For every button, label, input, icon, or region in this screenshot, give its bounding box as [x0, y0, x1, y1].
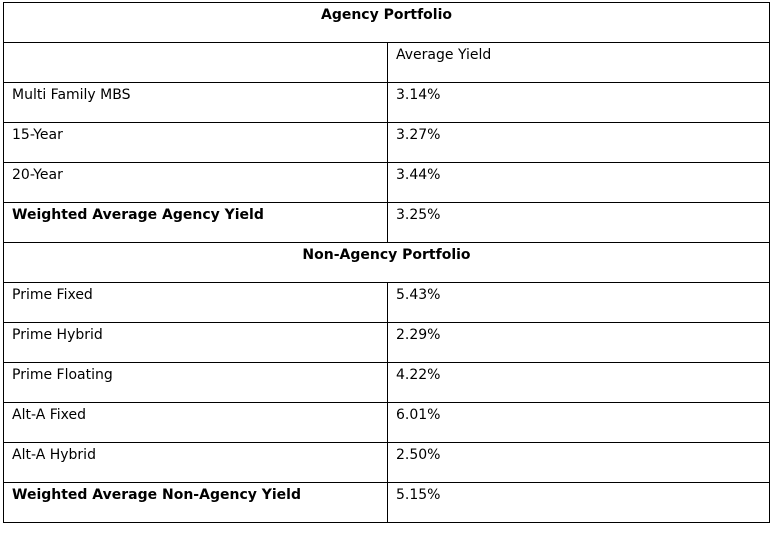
agency-weighted-label: Weighted Average Agency Yield: [3, 202, 388, 243]
table-row: 15-Year 3.27%: [3, 122, 770, 163]
row-label: 15-Year: [3, 122, 388, 163]
agency-title-row: Agency Portfolio: [3, 2, 770, 43]
non-agency-weighted-row: Weighted Average Non-Agency Yield 5.15%: [3, 482, 770, 523]
row-label: Prime Hybrid: [3, 322, 388, 363]
table-row: Prime Floating 4.22%: [3, 362, 770, 403]
row-label: Multi Family MBS: [3, 82, 388, 123]
table-row: Multi Family MBS 3.14%: [3, 82, 770, 123]
agency-weighted-value: 3.25%: [387, 202, 770, 243]
row-value: 6.01%: [387, 402, 770, 443]
non-agency-portfolio-title: Non-Agency Portfolio: [3, 242, 770, 283]
row-label: Alt-A Hybrid: [3, 442, 388, 483]
agency-weighted-row: Weighted Average Agency Yield 3.25%: [3, 202, 770, 243]
table-row: Alt-A Hybrid 2.50%: [3, 442, 770, 483]
header-empty-cell: [3, 42, 388, 83]
non-agency-weighted-label: Weighted Average Non-Agency Yield: [3, 482, 388, 523]
row-value: 4.22%: [387, 362, 770, 403]
average-yield-header: Average Yield: [387, 42, 770, 83]
agency-header-row: Average Yield: [3, 42, 770, 83]
table-row: Prime Fixed 5.43%: [3, 282, 770, 323]
row-value: 3.27%: [387, 122, 770, 163]
row-value: 2.50%: [387, 442, 770, 483]
table-row: Prime Hybrid 2.29%: [3, 322, 770, 363]
row-label: Alt-A Fixed: [3, 402, 388, 443]
row-label: Prime Floating: [3, 362, 388, 403]
table-row: 20-Year 3.44%: [3, 162, 770, 203]
non-agency-title-row: Non-Agency Portfolio: [3, 242, 770, 283]
row-value: 3.14%: [387, 82, 770, 123]
non-agency-weighted-value: 5.15%: [387, 482, 770, 523]
row-value: 3.44%: [387, 162, 770, 203]
row-label: Prime Fixed: [3, 282, 388, 323]
table-row: Alt-A Fixed 6.01%: [3, 402, 770, 443]
row-label: 20-Year: [3, 162, 388, 203]
portfolio-yield-table: Agency Portfolio Average Yield Multi Fam…: [3, 2, 770, 523]
agency-portfolio-title: Agency Portfolio: [3, 2, 770, 43]
row-value: 2.29%: [387, 322, 770, 363]
row-value: 5.43%: [387, 282, 770, 323]
